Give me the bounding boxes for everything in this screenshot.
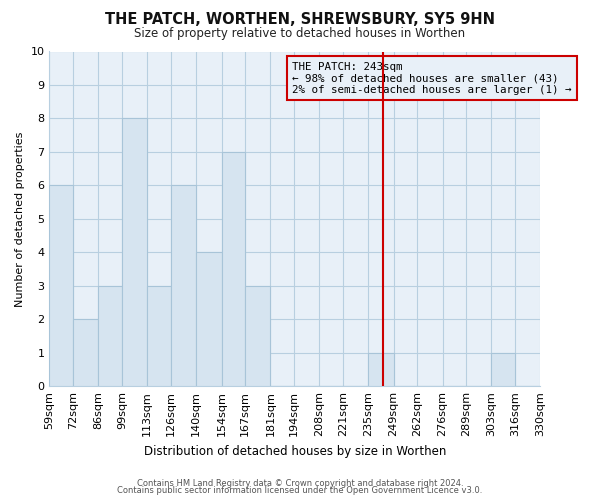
- X-axis label: Distribution of detached houses by size in Worthen: Distribution of detached houses by size …: [143, 444, 446, 458]
- Text: THE PATCH: 243sqm
← 98% of detached houses are smaller (43)
2% of semi-detached : THE PATCH: 243sqm ← 98% of detached hous…: [292, 62, 572, 94]
- Bar: [73, 319, 98, 386]
- Bar: [49, 186, 73, 386]
- Bar: [491, 352, 515, 386]
- Bar: [122, 118, 147, 386]
- Bar: [221, 152, 245, 386]
- Text: Contains public sector information licensed under the Open Government Licence v3: Contains public sector information licen…: [118, 486, 482, 495]
- Bar: [147, 286, 171, 386]
- Text: THE PATCH, WORTHEN, SHREWSBURY, SY5 9HN: THE PATCH, WORTHEN, SHREWSBURY, SY5 9HN: [105, 12, 495, 28]
- Bar: [196, 252, 221, 386]
- Bar: [171, 186, 196, 386]
- Bar: [245, 286, 271, 386]
- Text: Contains HM Land Registry data © Crown copyright and database right 2024.: Contains HM Land Registry data © Crown c…: [137, 478, 463, 488]
- Bar: [368, 352, 394, 386]
- Text: Size of property relative to detached houses in Worthen: Size of property relative to detached ho…: [134, 28, 466, 40]
- Y-axis label: Number of detached properties: Number of detached properties: [15, 131, 25, 306]
- Bar: [98, 286, 122, 386]
